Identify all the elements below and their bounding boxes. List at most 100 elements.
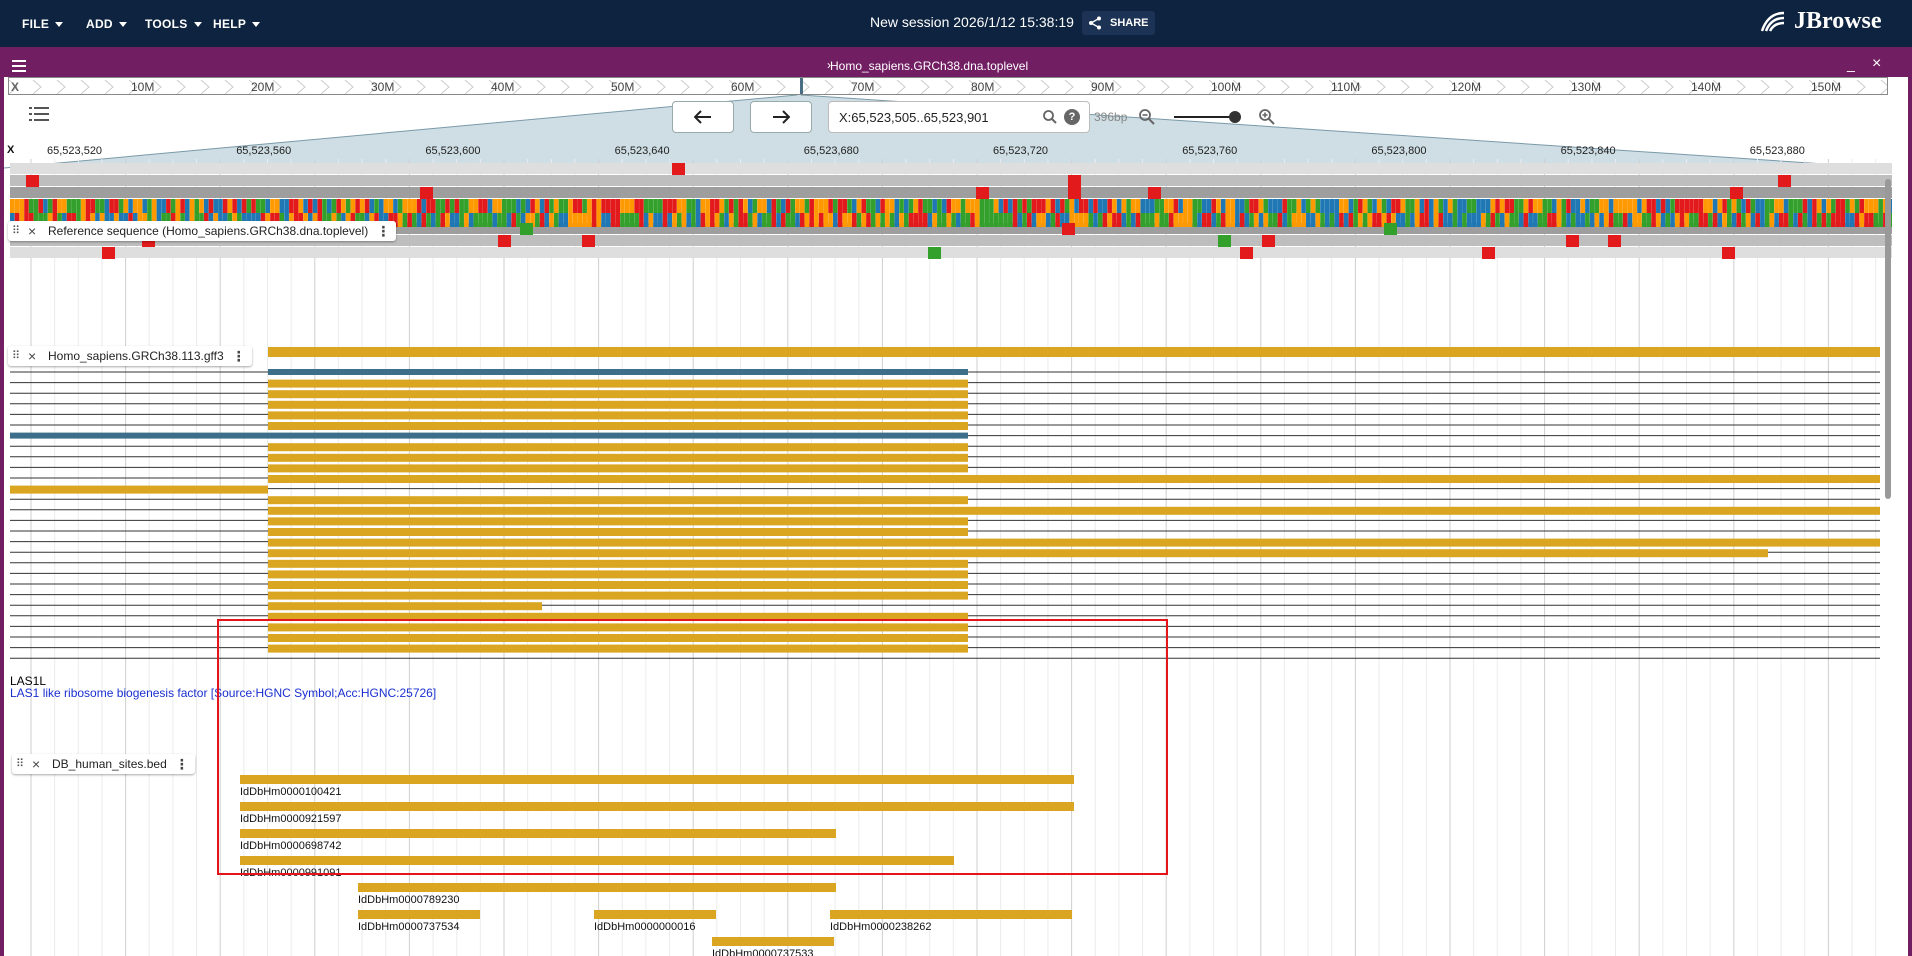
- view-menu-icon[interactable]: [12, 60, 26, 72]
- gene-name[interactable]: LAS1L: [10, 674, 47, 688]
- base-cell: [1315, 213, 1321, 227]
- drag-handle-icon[interactable]: ⠿: [12, 350, 21, 362]
- base-cell: [213, 213, 218, 227]
- add-menu[interactable]: ADD: [86, 14, 127, 34]
- base-cell: [1192, 213, 1198, 227]
- base-cell: [360, 199, 365, 213]
- base-cell: [658, 213, 663, 227]
- base-cell: [1745, 213, 1751, 227]
- session-title[interactable]: New session 2026/1/12 15:38:19: [870, 14, 1074, 30]
- close-icon[interactable]: ×: [32, 756, 41, 772]
- base-cell: [1078, 199, 1084, 213]
- bed-feature-label[interactable]: IdDbHm0000737534: [358, 921, 460, 933]
- base-cell: [809, 213, 814, 227]
- base-cell: [1533, 199, 1538, 213]
- base-cell: [605, 199, 611, 213]
- base-cell: [10, 213, 15, 227]
- base-cell: [1518, 199, 1524, 213]
- transcript-cds: [268, 570, 968, 579]
- base-cell: [109, 199, 114, 213]
- close-icon[interactable]: ×: [28, 348, 37, 364]
- zoom-in-icon[interactable]: [1258, 108, 1276, 126]
- base-cell: [118, 213, 124, 227]
- base-cell: [1764, 213, 1770, 227]
- more-vert-icon[interactable]: ⋮: [231, 347, 246, 364]
- base-cell: [1367, 213, 1373, 227]
- pan-right-button[interactable]: [750, 101, 812, 133]
- base-cell: [1220, 213, 1226, 227]
- search-icon[interactable]: [1042, 109, 1058, 125]
- drag-handle-icon[interactable]: ⠿: [16, 758, 25, 770]
- base-cell: [265, 199, 271, 213]
- base-cell: [1566, 213, 1571, 227]
- base-cell: [260, 213, 266, 227]
- bed-feature-label[interactable]: IdDbHm0000100421: [240, 786, 342, 798]
- coordinate-ruler[interactable]: X 65,523,520 65,523,560 65,523,600 65,523,6…: [4, 144, 1908, 159]
- base-cell: [795, 199, 800, 213]
- scrollbar-thumb[interactable]: [1885, 179, 1891, 499]
- base-cell: [1216, 213, 1221, 227]
- pan-left-button[interactable]: [672, 101, 734, 133]
- location-search-input[interactable]: X:65,523,505..65,523,901 ?: [828, 101, 1090, 133]
- view-title[interactable]: Homo_sapiens.GRCh38.dna.toplevel: [830, 59, 1029, 73]
- bed-feature-label[interactable]: IdDbHm0000789230: [358, 894, 460, 906]
- base-cell: [908, 213, 914, 227]
- base-cell: [1826, 213, 1831, 227]
- base-cell: [194, 213, 200, 227]
- zoom-out-icon[interactable]: [1138, 108, 1156, 126]
- file-menu[interactable]: FILE: [22, 14, 64, 34]
- base-cell: [1476, 213, 1481, 227]
- more-vert-icon[interactable]: ⋮: [376, 222, 391, 239]
- help-icon[interactable]: ?: [1064, 109, 1080, 125]
- base-cell: [1159, 213, 1164, 227]
- close-icon[interactable]: ×: [28, 223, 37, 239]
- base-cell: [1646, 213, 1652, 227]
- base-cell: [57, 199, 62, 213]
- bed-feature-label[interactable]: IdDbHm0000737533: [712, 948, 814, 956]
- bed-feature-label[interactable]: IdDbHm0000921597: [240, 813, 342, 825]
- base-cell: [1320, 199, 1325, 213]
- base-cell: [1783, 213, 1789, 227]
- base-cell: [1268, 213, 1273, 227]
- vertical-scrollbar[interactable]: [1884, 159, 1892, 956]
- base-cell: [658, 199, 663, 213]
- track-selector-icon[interactable]: [29, 106, 49, 122]
- base-cell: [1708, 199, 1713, 213]
- drag-handle-icon[interactable]: ⠿: [12, 225, 21, 237]
- bed-feature-label[interactable]: IdDbHm0000238262: [830, 921, 932, 933]
- gene-description[interactable]: LAS1 like ribosome biogenesis factor [So…: [10, 686, 437, 700]
- more-vert-icon[interactable]: ⋮: [174, 755, 189, 772]
- ruler-tick-label: 65,523,520: [47, 145, 103, 157]
- overview-current-region[interactable]: [800, 78, 803, 94]
- overview-chevron: [224, 79, 234, 94]
- overview-tick-label: 80M: [971, 80, 995, 94]
- ruler-tick-label: 65,523,760: [1182, 145, 1238, 157]
- base-cell: [1178, 213, 1183, 227]
- zoom-slider[interactable]: [1174, 116, 1234, 118]
- share-button[interactable]: SHARE: [1082, 11, 1155, 35]
- base-cell: [1816, 199, 1822, 213]
- overview-scalebar[interactable]: X 10M 20M 30M 40M 50M 60M 70M 80M 90M 100M 110M 120…: [8, 77, 1888, 95]
- help-menu[interactable]: HELP: [213, 14, 261, 34]
- stop-codon: [1566, 235, 1579, 247]
- base-cell: [1542, 213, 1548, 227]
- base-cell: [710, 199, 715, 213]
- base-cell: [539, 213, 545, 227]
- stop-codon: [1068, 187, 1081, 199]
- minimize-icon[interactable]: _: [1847, 56, 1855, 72]
- location-string[interactable]: X:65,523,505..65,523,901: [839, 110, 989, 125]
- close-icon[interactable]: ×: [1872, 55, 1882, 72]
- tools-menu[interactable]: TOOLS: [145, 14, 202, 34]
- stop-codon: [26, 175, 39, 187]
- base-cell: [85, 199, 91, 213]
- base-cell: [833, 199, 838, 213]
- transcript-cds: [268, 549, 968, 558]
- bed-feature-label[interactable]: IdDbHm0000000016: [594, 921, 696, 933]
- base-cell: [189, 199, 195, 213]
- bed-feature-label[interactable]: IdDbHm0000698742: [240, 840, 342, 852]
- base-cell: [922, 213, 928, 227]
- zoom-slider-thumb[interactable]: [1229, 111, 1241, 123]
- base-cell: [1466, 199, 1472, 213]
- base-cell: [965, 213, 971, 227]
- base-cell: [483, 213, 488, 227]
